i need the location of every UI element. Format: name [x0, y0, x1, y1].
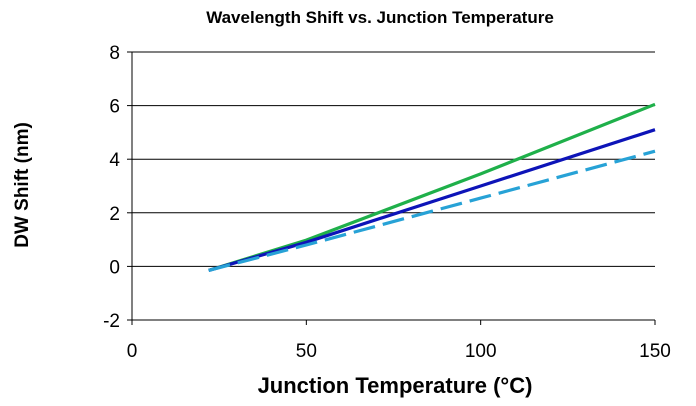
y-tick-label-3: 4	[109, 150, 120, 171]
y-axis-label: DW Shift (nm)	[12, 122, 33, 248]
y-tick-label-4: 6	[109, 97, 120, 118]
series-line-0	[208, 102, 656, 272]
chart-title: Wavelength Shift vs. Junction Temperatur…	[206, 8, 554, 27]
y-tick-label-2: 2	[109, 204, 120, 225]
x-tick-label-1: 50	[296, 341, 317, 362]
x-axis-label: Junction Temperature (°C)	[258, 373, 533, 398]
x-tick-label-3: 150	[639, 341, 671, 362]
x-tick-label-0: 0	[127, 341, 138, 362]
y-tick-label-0: -2	[103, 311, 120, 332]
x-tick-label-2: 100	[465, 341, 497, 362]
series-line-2	[208, 149, 656, 272]
y-tick-label-5: 8	[109, 43, 120, 64]
plot-area: -2 0 2 4 6 8 0 50 100 150	[103, 43, 671, 362]
y-tick-label-1: 0	[109, 257, 120, 278]
